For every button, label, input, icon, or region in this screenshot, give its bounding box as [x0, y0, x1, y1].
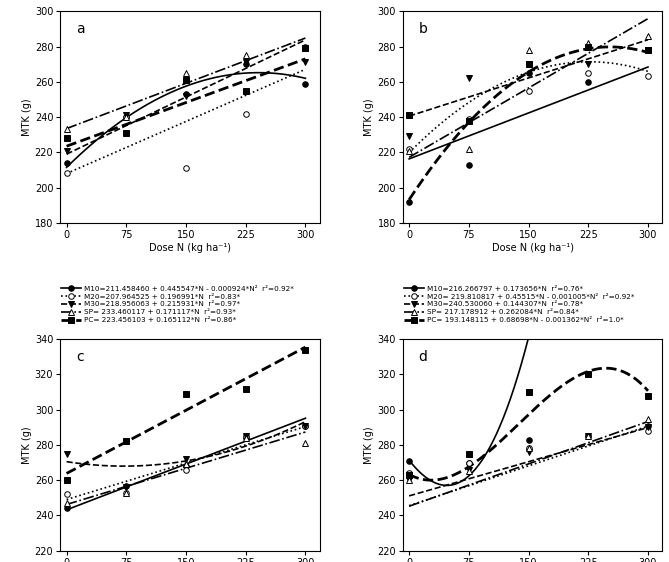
Text: d: d — [418, 350, 427, 364]
Y-axis label: MTK (g): MTK (g) — [365, 426, 375, 464]
Legend: M10=216.266797 + 0.173656*N  r²=0.76*, M20= 219.810817 + 0.45515*N - 0.001005*N²: M10=216.266797 + 0.173656*N r²=0.76*, M2… — [404, 285, 634, 323]
Y-axis label: MTK (g): MTK (g) — [22, 426, 32, 464]
Text: a: a — [76, 22, 84, 36]
Y-axis label: MTK (g): MTK (g) — [365, 98, 375, 136]
Y-axis label: MTK (g): MTK (g) — [22, 98, 32, 136]
Legend: M10=211.458460 + 0.445547*N - 0.000924*N²  r²=0.92*, M20=207.964525 + 0.196991*N: M10=211.458460 + 0.445547*N - 0.000924*N… — [62, 285, 294, 323]
Text: b: b — [418, 22, 427, 36]
X-axis label: Dose N (kg ha⁻¹): Dose N (kg ha⁻¹) — [492, 243, 573, 252]
X-axis label: Dose N (kg ha⁻¹): Dose N (kg ha⁻¹) — [149, 243, 231, 252]
Text: c: c — [76, 350, 84, 364]
